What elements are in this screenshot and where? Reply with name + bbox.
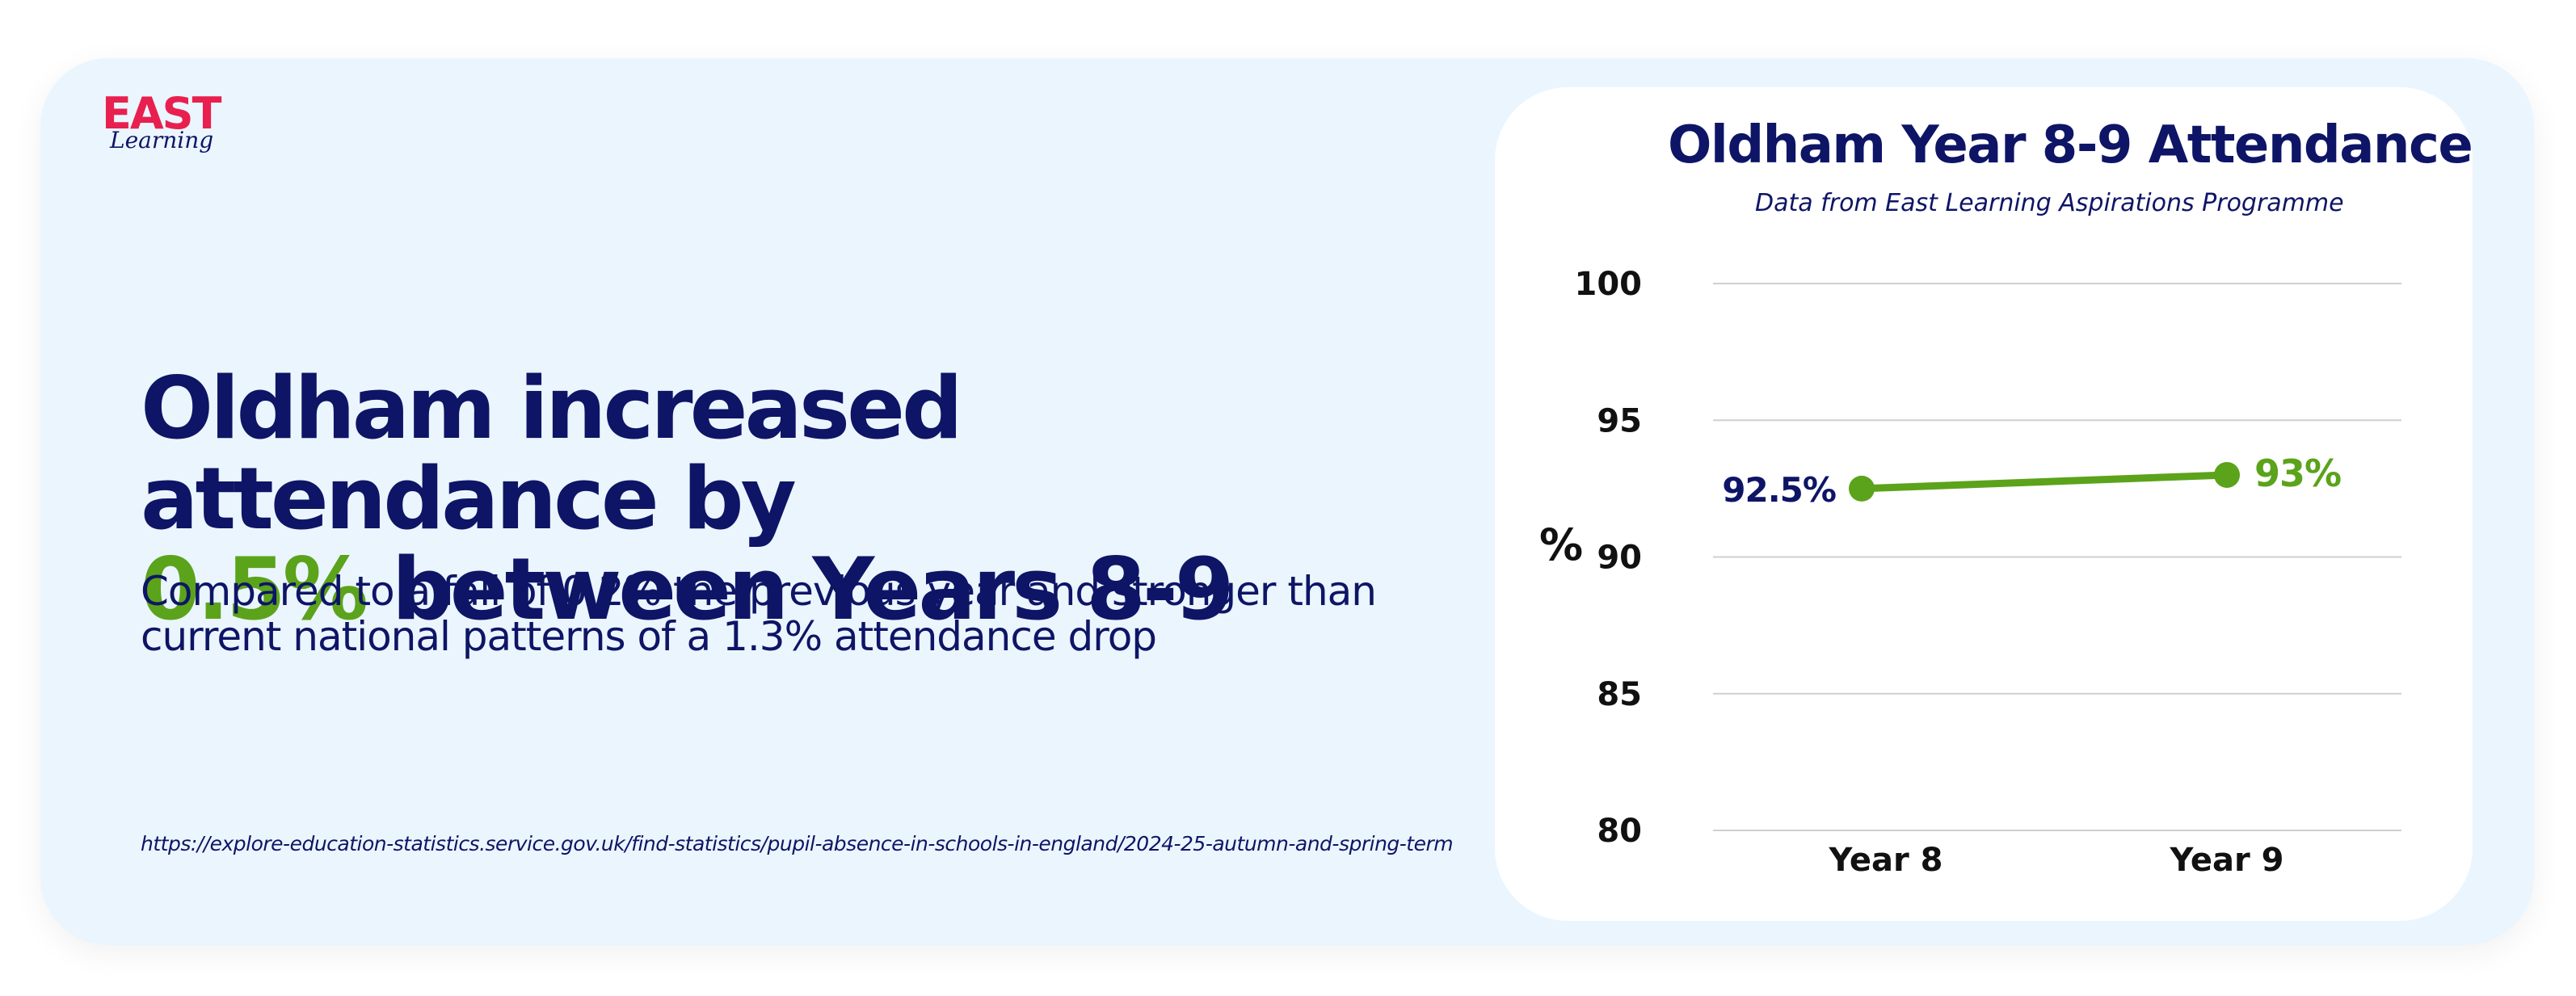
source-link[interactable]: https://explore-education-statistics.ser… <box>141 832 1454 855</box>
headline-highlight: 0.5% <box>141 540 368 639</box>
logo-wordmark: EAST <box>102 88 221 139</box>
subheadline: Compared to a fall of 0.2% the previous … <box>141 568 1377 660</box>
y-tick-label-80: 80 <box>1597 813 1642 850</box>
chart-title: Oldham Year 8-9 Attendance <box>1668 116 2473 175</box>
y-tick-label-90: 90 <box>1597 540 1642 577</box>
y-axis-label: % <box>1539 519 1583 570</box>
headline-line1: Oldham increased attendance by <box>141 359 963 548</box>
headline: Oldham increased attendance by 0.5% betw… <box>141 364 1466 635</box>
series-line <box>1858 471 2231 493</box>
chart-panel <box>1495 87 2473 921</box>
chart-subtitle: Data from East Learning Aspirations Prog… <box>1755 189 2344 217</box>
data-label-1: 92.5% <box>1722 470 1836 510</box>
y-tick-label-100: 100 <box>1575 266 1643 303</box>
data-point-2 <box>2214 461 2240 488</box>
east-learning-logo: EAST Learning <box>102 92 221 157</box>
x-tick-label-2: Year 9 <box>2170 842 2284 879</box>
x-tick-label-1: Year 8 <box>1829 842 1943 879</box>
logo-subtext: Learning <box>110 127 214 153</box>
data-point-1 <box>1849 475 1875 502</box>
y-tick-label-95: 95 <box>1597 402 1642 439</box>
y-tick-label-85: 85 <box>1597 676 1642 713</box>
headline-line2: between Years 8-9 <box>364 540 1235 639</box>
data-label-2: 93% <box>2254 452 2341 495</box>
